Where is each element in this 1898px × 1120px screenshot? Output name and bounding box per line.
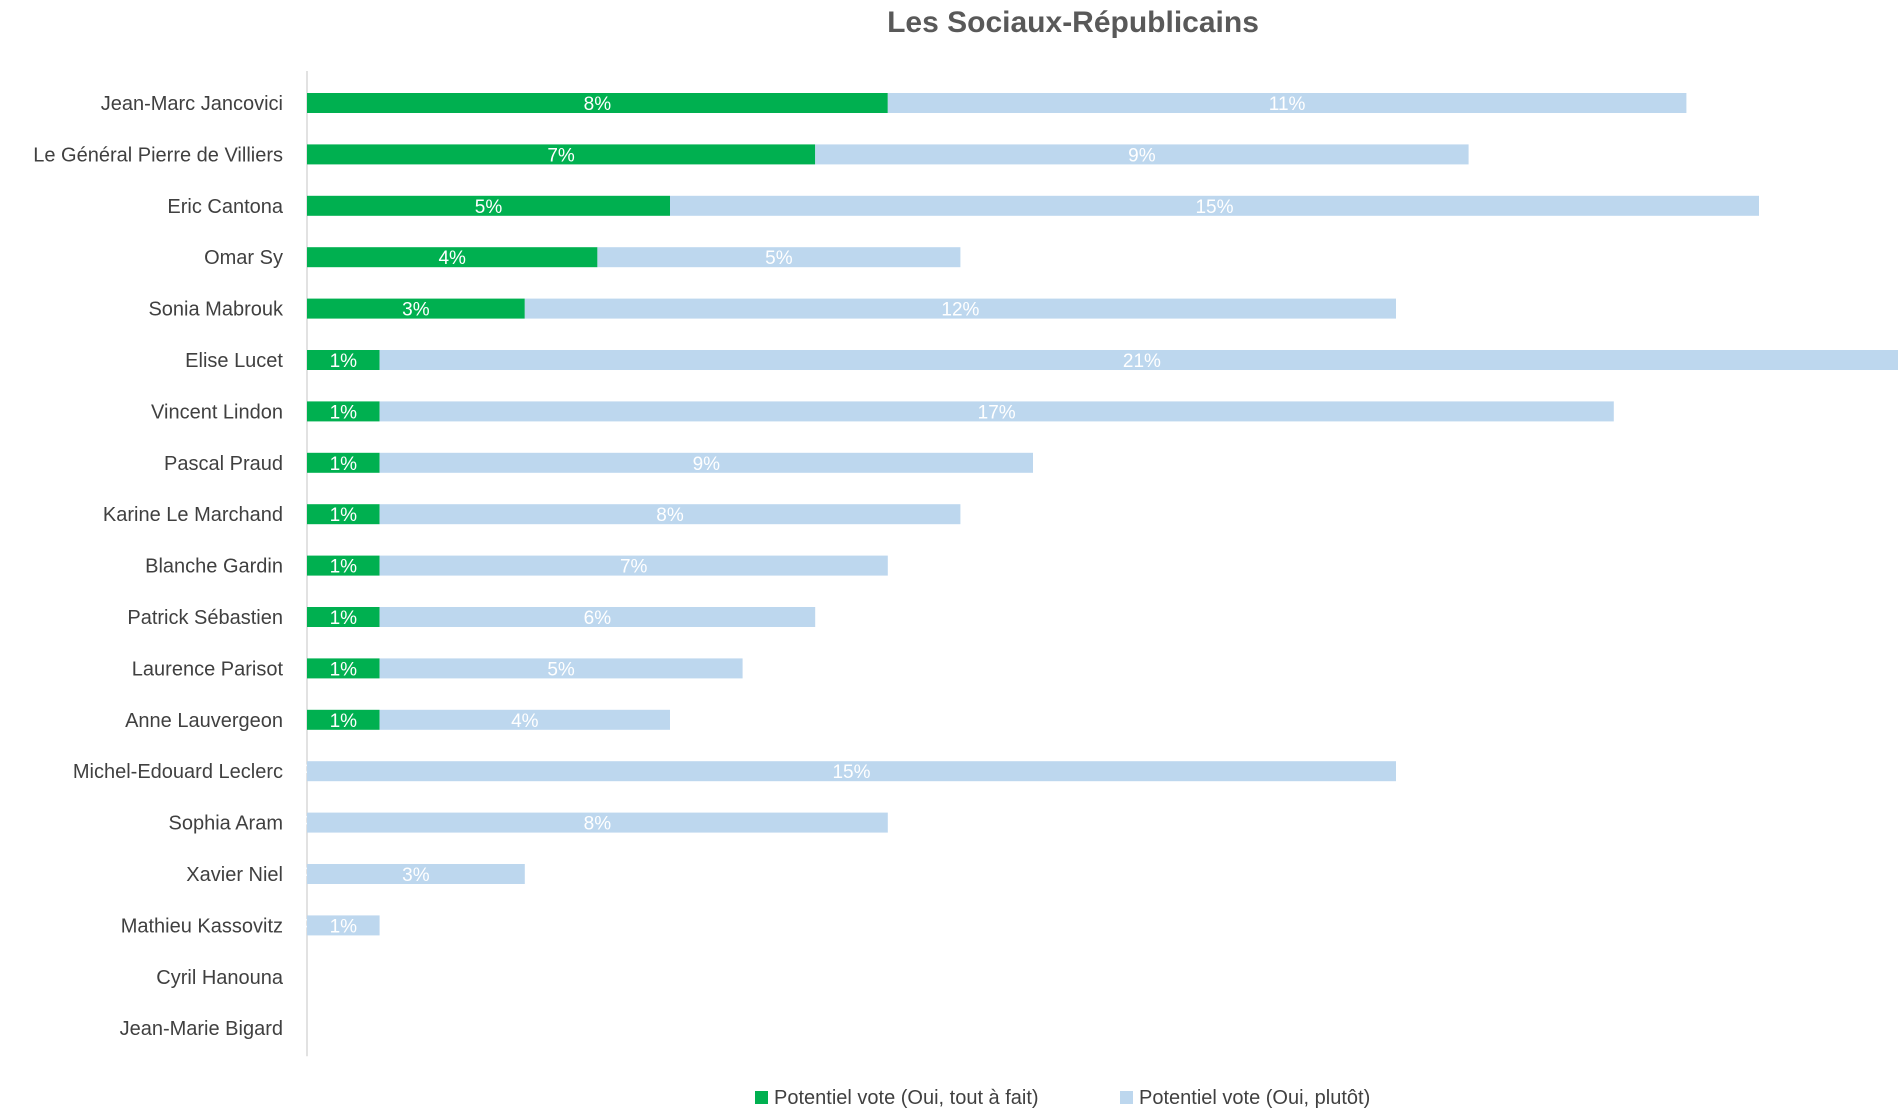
category-label: Anne Lauvergeon: [125, 710, 283, 732]
bar-series-2: [379, 452, 1034, 473]
category-label: Vincent Lindon: [151, 401, 283, 423]
bar-series-1: [307, 298, 525, 319]
data-label-series-2: 6%: [584, 608, 612, 629]
data-label-series-2: 15%: [1195, 197, 1233, 218]
data-label-series-1: 3%: [402, 300, 430, 321]
data-label-series-2: 4%: [511, 711, 539, 732]
bar-series-1: [307, 350, 380, 370]
data-label-series-2: 8%: [656, 505, 684, 526]
data-label-series-1: 5%: [475, 197, 503, 218]
category-label: Jean-Marc Jancovici: [101, 93, 283, 115]
data-label-series-1: 1%: [330, 659, 358, 680]
bar-series-2: [597, 247, 961, 268]
legend-label-1: Potentiel vote (Oui, tout à fait): [774, 1087, 1039, 1109]
bar-series-2: [524, 298, 1396, 319]
bar-series-1: [307, 93, 888, 113]
data-label-series-2: 8%: [584, 814, 612, 835]
category-label: Patrick Sébastien: [127, 607, 283, 629]
bar-series-2: [307, 915, 380, 936]
bar-series-2: [379, 607, 816, 627]
data-label-series-2: 5%: [765, 248, 793, 269]
category-label: Xavier Niel: [186, 864, 283, 886]
category-label: Sophia Aram: [168, 813, 283, 835]
category-label: Eric Cantona: [167, 196, 283, 218]
bar-series-2: [379, 658, 743, 679]
data-label-series-2: 1%: [330, 916, 358, 937]
category-label: Omar Sy: [204, 247, 283, 269]
category-label: Karine Le Marchand: [103, 504, 283, 526]
bar-series-2: [887, 93, 1687, 113]
plot-area: Jean-Marc Jancovici 8% 11% Le Général Pierr…: [33, 71, 1898, 1057]
bar-series-1: [307, 709, 380, 730]
data-label-series-1: 1%: [330, 505, 358, 526]
category-label: Michel-Edouard Leclerc: [73, 761, 283, 783]
data-label-series-1: 1%: [330, 402, 358, 423]
chart-title: Les Sociaux-Républicains: [887, 6, 1259, 39]
data-label-series-1: 1%: [330, 557, 358, 578]
category-label: Laurence Parisot: [132, 658, 284, 680]
legend-swatch-2: [1120, 1091, 1133, 1104]
category-label: Jean-Marie Bigard: [120, 1018, 283, 1040]
data-label-series-2: 3%: [402, 865, 430, 886]
bar-series-1: [307, 555, 380, 576]
bar-series-2: [307, 864, 525, 884]
data-label-series-1: 1%: [330, 608, 358, 629]
bar-series-2: [379, 504, 961, 525]
bar-series-2: [815, 144, 1469, 165]
data-label-series-1: 4%: [438, 248, 466, 269]
bar-series-2: [670, 195, 1759, 216]
legend: Potentiel vote (Oui, tout à fait) Potenti…: [755, 1087, 1370, 1109]
bar-series-1: [307, 607, 380, 627]
data-label-series-1: 1%: [330, 454, 358, 475]
bar-series-1: [307, 144, 816, 165]
bar-series-2: [307, 761, 1396, 782]
bar-series-1: [307, 195, 670, 216]
data-label-series-2: 11%: [1269, 94, 1306, 115]
bar-series-2: [307, 812, 888, 833]
data-label-series-2: 15%: [832, 762, 870, 783]
data-label-series-2: 9%: [693, 454, 721, 475]
bar-series-2: [379, 350, 1898, 370]
data-label-series-2: 9%: [1128, 145, 1156, 166]
bar-series-1: [307, 504, 380, 525]
data-label-series-2: 12%: [941, 300, 979, 321]
bar-series-1: [307, 452, 380, 473]
data-label-series-2: 5%: [547, 659, 575, 680]
category-label: Blanche Gardin: [145, 556, 283, 578]
legend-swatch-1: [755, 1091, 768, 1104]
data-label-series-1: 1%: [330, 711, 358, 732]
bar-series-1: [307, 247, 598, 268]
bar-series-2: [379, 709, 670, 730]
bar-series-1: [307, 401, 380, 422]
bar-series-2: [379, 401, 1614, 422]
data-label-series-2: 7%: [620, 557, 648, 578]
data-label-series-2: 21%: [1123, 351, 1161, 372]
data-label-series-1: 1%: [330, 351, 358, 372]
category-label: Pascal Praud: [164, 453, 283, 475]
category-label: Sonia Mabrouk: [148, 299, 284, 321]
category-label: Elise Lucet: [185, 350, 283, 372]
category-label: Le Général Pierre de Villiers: [33, 144, 283, 166]
legend-label-2: Potentiel vote (Oui, plutôt): [1139, 1087, 1370, 1109]
category-label: Mathieu Kassovitz: [121, 915, 283, 937]
category-label: Cyril Hanouna: [156, 967, 284, 989]
bar-series-2: [379, 555, 888, 576]
data-label-series-1: 7%: [547, 145, 575, 166]
bar-series-1: [307, 658, 380, 679]
data-label-series-2: 17%: [978, 402, 1016, 423]
data-label-series-1: 8%: [584, 94, 612, 115]
